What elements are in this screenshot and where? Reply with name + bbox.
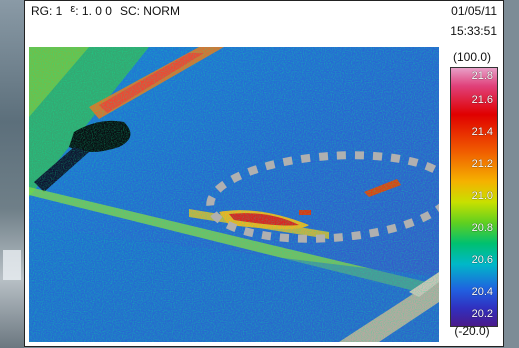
date-readout: 01/05/11 — [451, 4, 497, 18]
scale-tick: 20.4 — [471, 286, 493, 298]
thermal-image — [29, 47, 439, 342]
status-bar: RG: 1 ε: 1. 0 0 SC: NORM — [31, 3, 188, 18]
scale-tick: 20.2 — [471, 308, 493, 320]
emissivity-readout: : 1. 0 0 — [75, 4, 112, 18]
range-readout: RG: 1 — [31, 4, 63, 18]
background-photo — [0, 0, 24, 348]
temperature-color-bar: 21.8 21.6 21.4 21.2 21.0 20.8 20.6 20.4 … — [450, 67, 498, 327]
scale-tick: 21.4 — [471, 126, 493, 138]
scale-tick: 21.0 — [471, 190, 493, 202]
scale-tick: 21.6 — [471, 94, 493, 106]
time-readout: 15:33:51 — [450, 24, 497, 38]
scale-max-label: (100.0) — [452, 50, 492, 64]
scale-tick: 21.2 — [471, 158, 493, 170]
scale-mode-readout: SC: NORM — [119, 4, 180, 18]
scale-tick: 20.6 — [471, 254, 493, 266]
emissivity-symbol: ε — [70, 3, 76, 15]
thermal-display-frame: RG: 1 ε: 1. 0 0 SC: NORM 01/05/11 15:33:51 — [24, 0, 504, 347]
scale-min-label: (-20.0) — [454, 324, 490, 338]
scale-tick: 21.8 — [471, 70, 493, 82]
scale-tick: 20.8 — [471, 222, 493, 234]
